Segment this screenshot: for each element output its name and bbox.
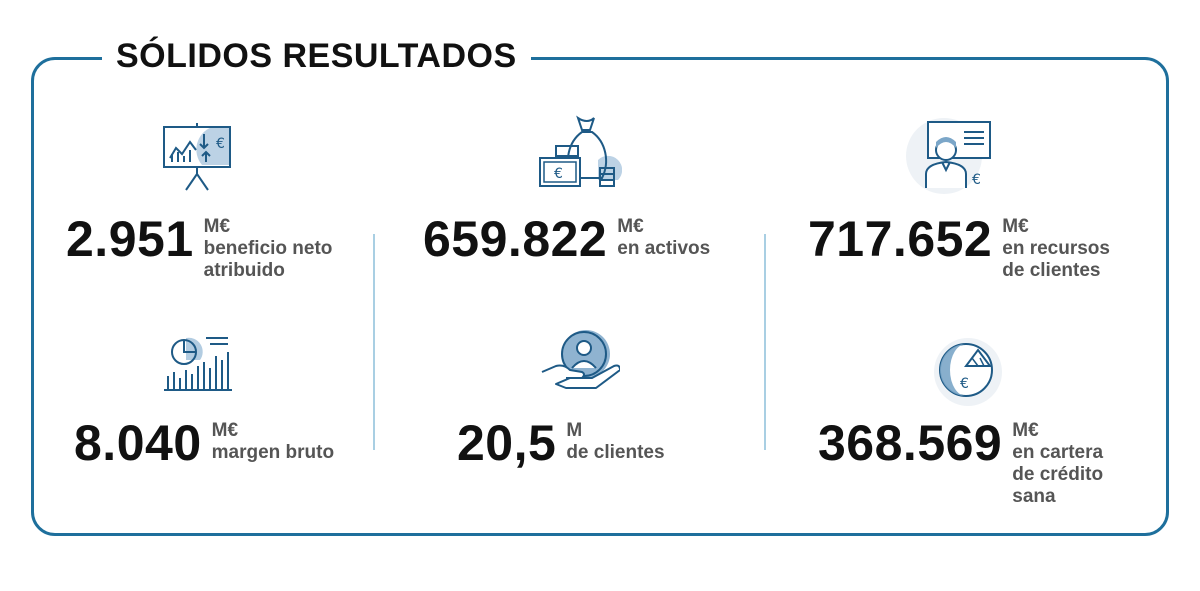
svg-text:€: € [972,172,981,188]
stat-unit: M€ [1012,420,1039,441]
svg-text:€: € [216,136,225,152]
stat-value: 20,5 [457,415,557,471]
stat-label-line: sana [1012,486,1056,507]
stat-labels: M€ beneficio neto atribuido [204,214,333,282]
stat-label-line: de clientes [1002,260,1101,281]
pie-bar-chart-icon [162,332,234,399]
stat-gross-margin: 8.040 M€ margen bruto [74,418,334,468]
stat-label-line: margen bruto [211,442,335,463]
svg-text:€: € [960,376,969,392]
stat-unit: M€ [203,216,231,237]
money-bag-icon: € [538,112,623,197]
credit-portfolio-icon: € [928,328,1004,413]
stat-unit: M€ [617,216,644,237]
svg-text:€: € [554,166,563,182]
stat-value: 717.652 [808,211,993,267]
presentation-chart-icon: € [160,122,236,199]
stat-total-assets: 659.822 M€ en activos [423,214,710,264]
stat-unit: M [566,420,583,441]
stat-net-profit: 2.951 M€ beneficio neto atribuido [66,214,332,282]
stat-label-line: de crédito [1012,464,1104,485]
stat-customers: 20,5 M de clientes [457,418,665,468]
stat-label-line: atribuido [203,260,285,281]
stat-value: 659.822 [423,211,608,267]
column-divider-left [373,234,375,450]
stat-label-line: en recursos [1002,238,1110,259]
stat-unit: M€ [1002,216,1029,237]
stat-label-line: de clientes [566,442,665,463]
stat-unit: M€ [211,420,239,441]
stat-labels: M€ en recursos de clientes [1002,214,1110,282]
stat-value: 2.951 [66,211,194,267]
stat-labels: M€ margen bruto [212,418,334,464]
stat-label-line: en cartera [1012,442,1104,463]
panel-title: SÓLIDOS RESULTADOS [102,34,531,78]
stat-healthy-loan-book: 368.569 M€ en cartera de crédito sana [818,418,1103,508]
stat-label-line: beneficio neto [203,238,333,259]
hand-customer-icon [540,328,621,403]
column-divider-right [764,234,766,450]
stat-value: 8.040 [74,415,202,471]
stat-labels: M€ en activos [617,214,710,260]
stat-label-line: en activos [617,238,711,259]
stat-labels: M de clientes [566,418,664,464]
stat-customer-funds: 717.652 M€ en recursos de clientes [808,214,1110,282]
stat-labels: M€ en cartera de crédito sana [1012,418,1103,508]
client-advisor-icon: € [904,108,996,205]
results-panel-frame [31,57,1169,536]
stat-value: 368.569 [818,415,1003,471]
